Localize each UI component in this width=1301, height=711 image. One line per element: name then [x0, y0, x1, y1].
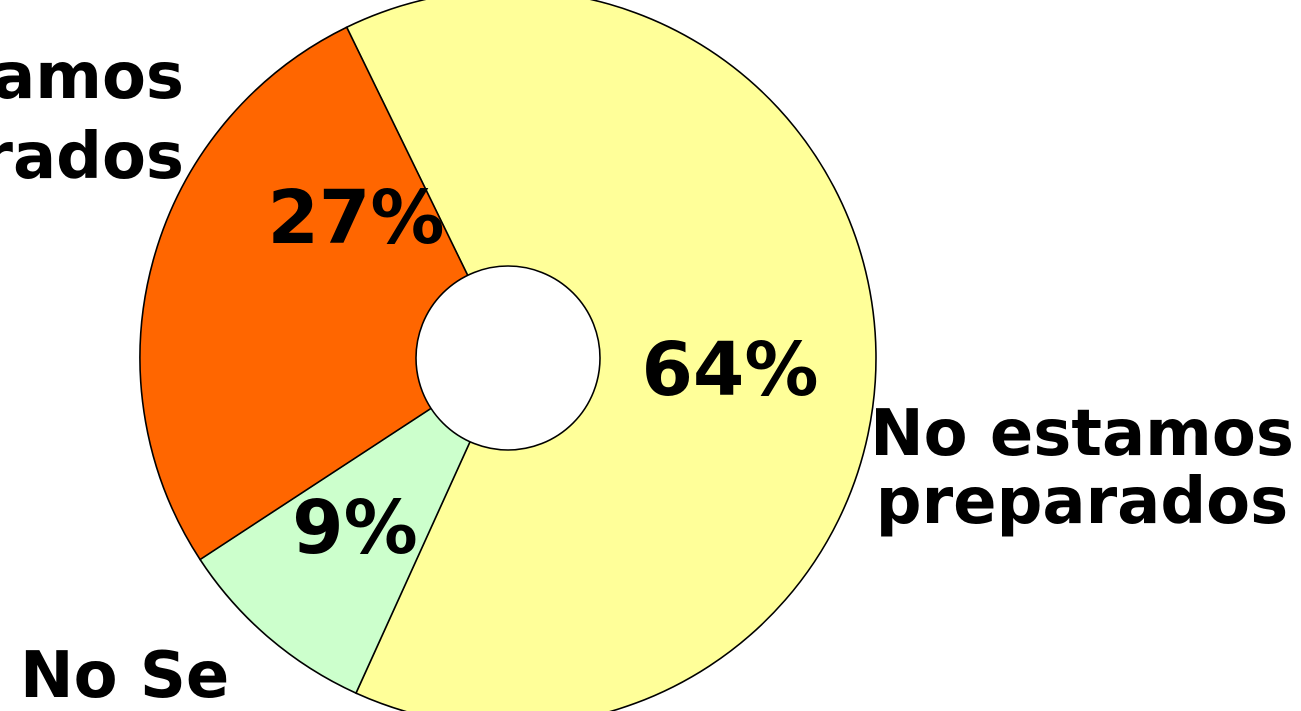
- slice-category-label-line: preparados: [876, 465, 1288, 539]
- pie-slice-2: [139, 26, 510, 561]
- slice-category-label-line: No estamos: [870, 397, 1294, 471]
- donut-hole: [415, 265, 601, 451]
- percent-labels-group: 64% 9% 27%: [267, 175, 818, 571]
- slice-percent-label-2: 27%: [267, 175, 444, 261]
- slice-category-label-line: preparados: [0, 120, 184, 194]
- slice-category-label-line: No Se: [20, 639, 229, 711]
- slice-category-label-0: No estamos preparados: [870, 397, 1294, 539]
- pie-slice-1: [198, 355, 510, 695]
- slice-category-label-line: estamos: [0, 40, 184, 114]
- slice-percent-label-1: 9%: [292, 485, 418, 571]
- slice-percent-label-0: 64%: [641, 327, 818, 413]
- slices-group: [139, 0, 877, 711]
- pie-slice-0: [345, 0, 877, 711]
- slice-category-label-1: No Se: [20, 639, 229, 711]
